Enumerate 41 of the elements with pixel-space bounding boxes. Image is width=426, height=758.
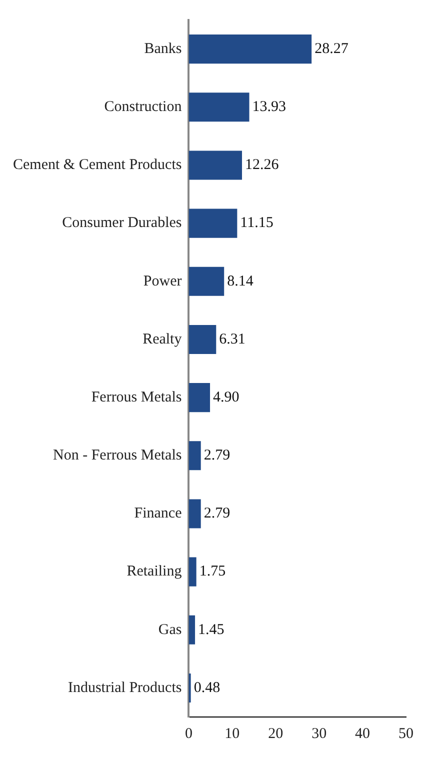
y-tick-label: Power (143, 273, 182, 290)
y-tick-label: Ferrous Metals (91, 389, 182, 406)
data-label: 2.79 (204, 506, 230, 522)
bar (188, 499, 201, 528)
y-tick-label: Consumer Durables (62, 215, 182, 232)
data-label: 28.27 (314, 40, 349, 57)
data-label: 13.93 (252, 99, 286, 116)
x-tick-label: 40 (355, 726, 370, 742)
y-tick-label: Gas (158, 622, 182, 638)
x-tick-label: 20 (268, 726, 284, 742)
bar (188, 324, 216, 354)
data-label: 6.31 (219, 331, 246, 348)
data-label: 8.14 (227, 273, 254, 290)
bar (188, 208, 238, 238)
y-tick-label: Banks (144, 40, 182, 57)
y-tick-label: Finance (134, 506, 182, 522)
y-tick-label: Cement & Cement Products (12, 157, 182, 174)
bar (188, 34, 312, 64)
bar (188, 266, 224, 296)
data-label: 1.45 (198, 622, 224, 638)
x-tick-label: 10 (224, 726, 240, 742)
data-label: 11.15 (240, 215, 274, 232)
bar (188, 383, 210, 412)
y-tick-label: Construction (104, 99, 182, 116)
bar (188, 615, 196, 644)
data-label: 4.90 (213, 389, 240, 406)
bar (188, 92, 250, 122)
bar (188, 150, 242, 180)
data-label: 0.48 (194, 680, 220, 696)
y-tick-label: Retailing (126, 564, 182, 580)
bar (188, 557, 196, 586)
x-tick-label: 50 (398, 726, 414, 742)
y-tick-label: Non - Ferrous Metals (52, 448, 182, 464)
y-tick-label: Realty (142, 331, 182, 348)
x-tick-label: 0 (184, 726, 192, 742)
data-label: 1.75 (199, 564, 226, 580)
y-tick-label: Industrial Products (68, 680, 182, 696)
data-label: 2.79 (204, 448, 230, 464)
bar (188, 441, 201, 470)
x-tick-label: 30 (312, 726, 327, 742)
data-label: 12.26 (245, 157, 280, 174)
